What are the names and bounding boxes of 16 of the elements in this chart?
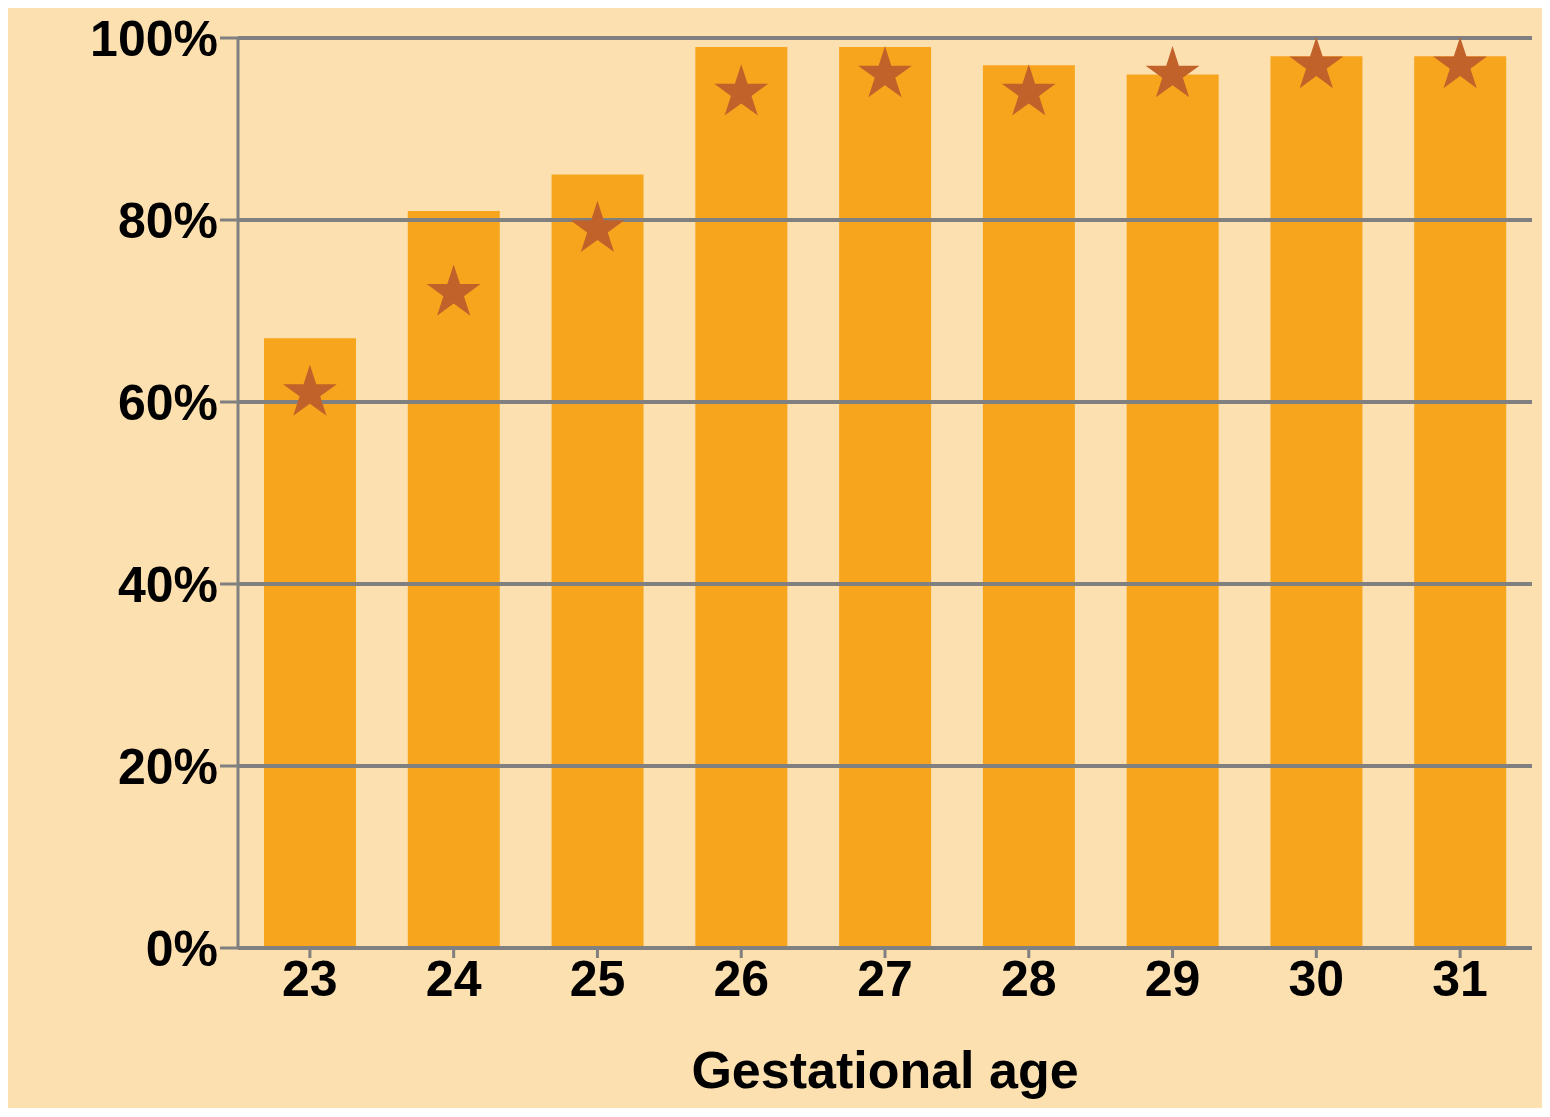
x-tick-label: 26 xyxy=(713,950,770,1007)
y-tick-label: 80% xyxy=(117,192,218,249)
x-tick-label: 23 xyxy=(282,950,338,1007)
y-tick-label: 0% xyxy=(145,920,218,977)
y-tick-label: 100% xyxy=(90,10,218,67)
x-axis-title: Gestational age xyxy=(691,1041,1079,1099)
x-tick-label: 30 xyxy=(1288,950,1345,1007)
x-tick-label: 27 xyxy=(857,950,913,1007)
x-tick-label: 28 xyxy=(1000,950,1057,1007)
y-tick-label: 20% xyxy=(117,738,218,795)
y-tick-label: 60% xyxy=(117,374,218,431)
x-tick-label: 29 xyxy=(1144,950,1201,1007)
x-tick-label: 25 xyxy=(569,950,626,1007)
x-tick-label: 24 xyxy=(425,950,482,1007)
y-tick-label: 40% xyxy=(117,556,218,613)
x-tick-label: 31 xyxy=(1432,950,1488,1007)
